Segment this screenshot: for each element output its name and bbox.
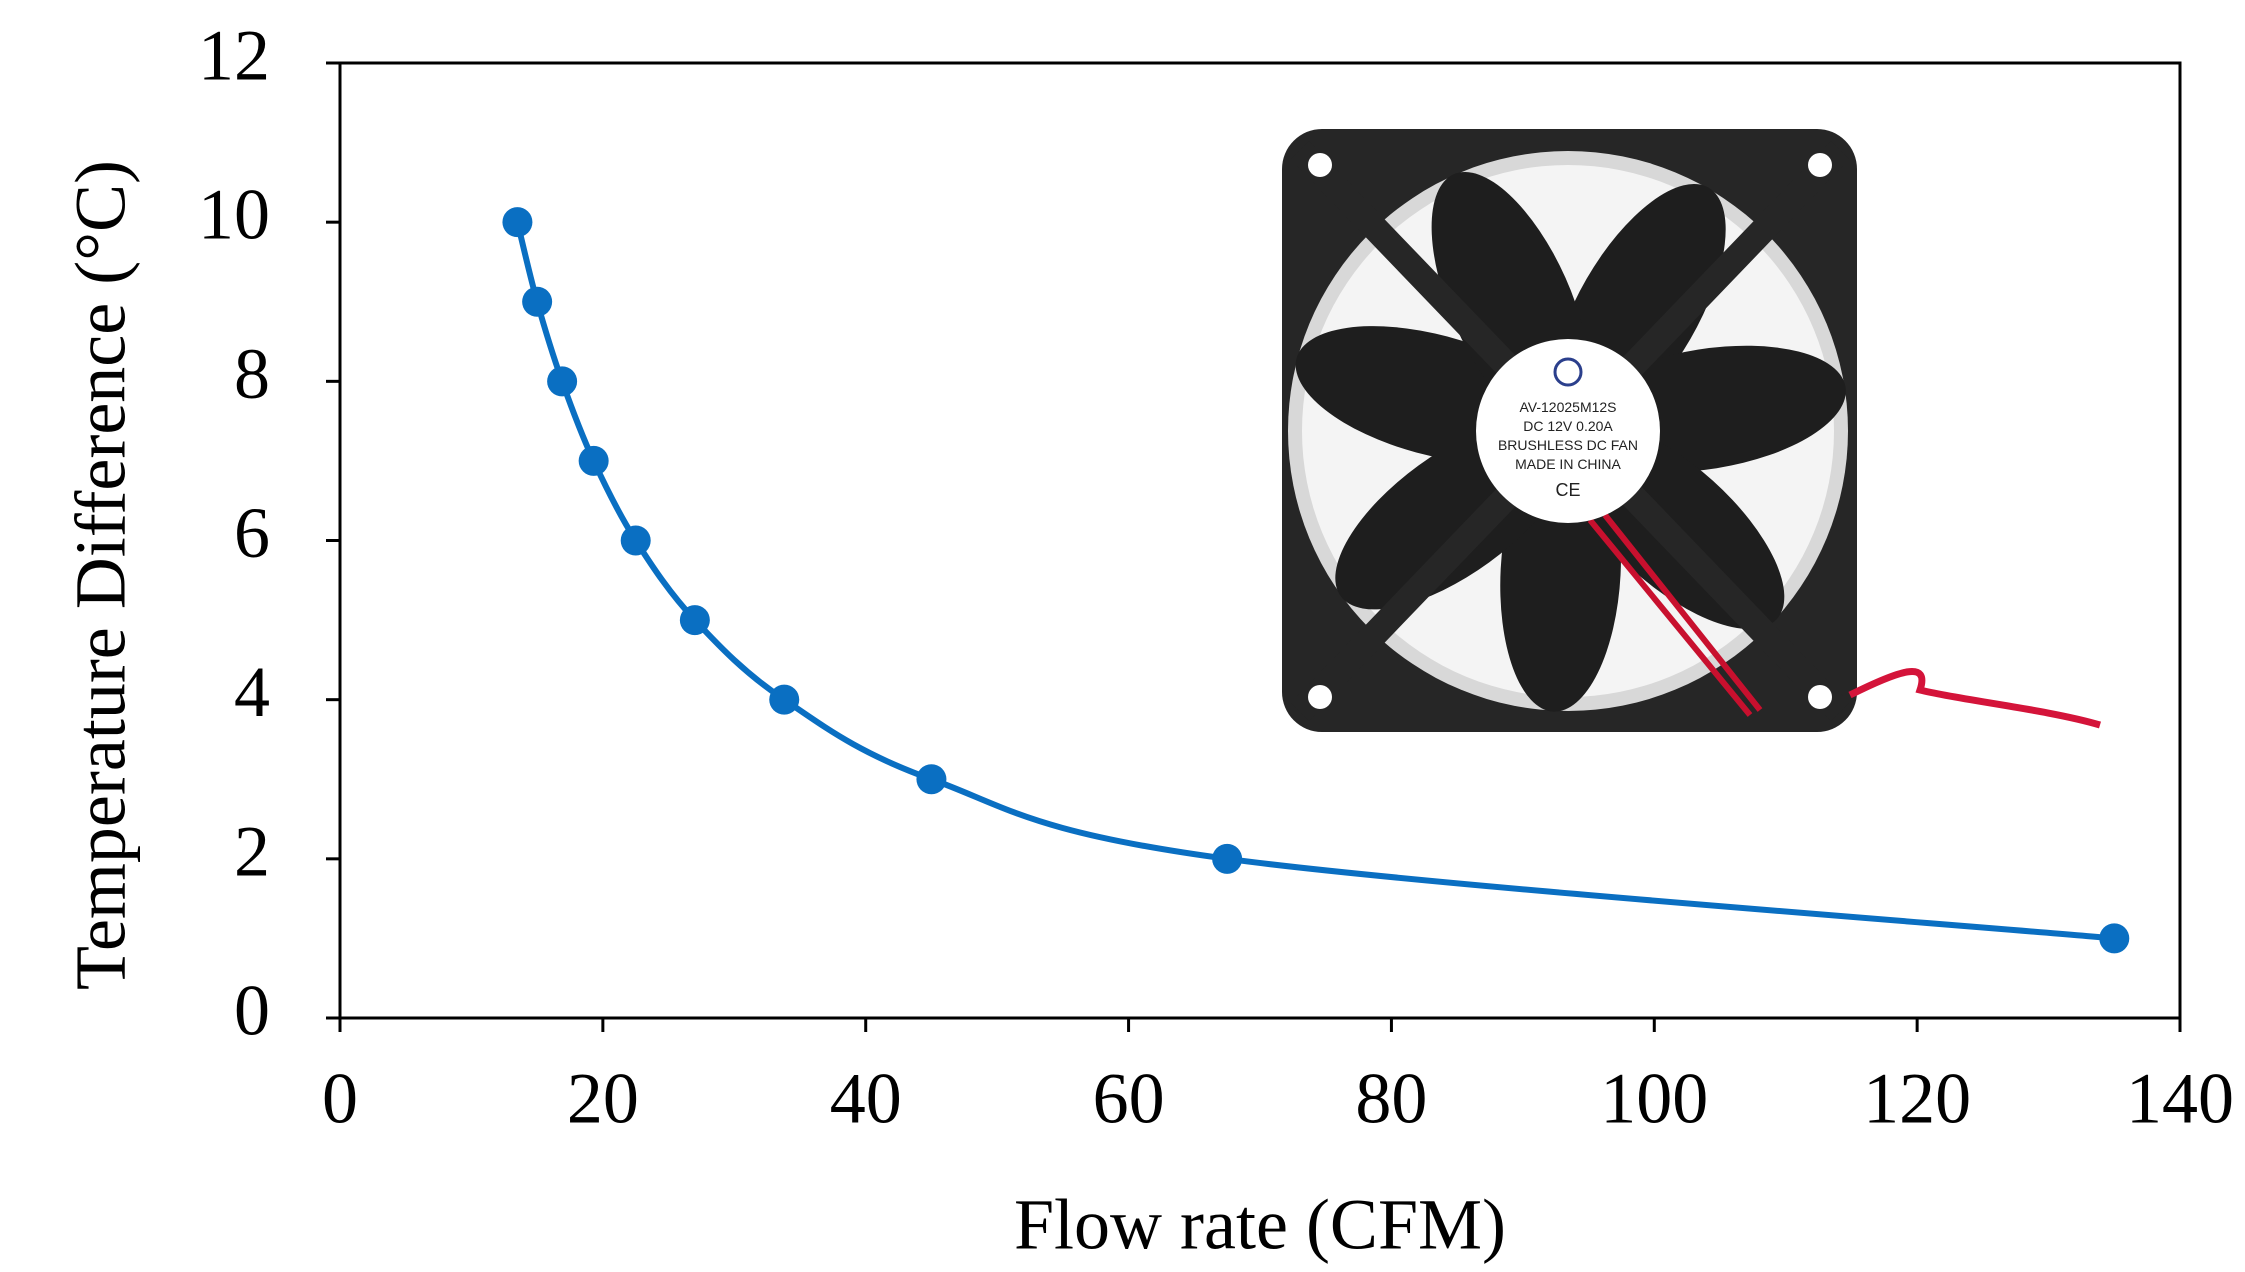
y-tick-label: 4 bbox=[234, 652, 270, 732]
fan-label: AV-12025M12S bbox=[1519, 399, 1616, 415]
data-point bbox=[578, 445, 609, 476]
x-tick-label: 40 bbox=[830, 1059, 902, 1139]
fan-hub bbox=[1476, 339, 1660, 523]
fan-label-group: AV-12025M12S DC 12V 0.20A BRUSHLESS DC FAN… bbox=[1498, 399, 1638, 500]
fan-label: CE bbox=[1555, 480, 1580, 500]
data-point bbox=[502, 207, 533, 238]
y-tick-label: 10 bbox=[198, 175, 270, 255]
data-point bbox=[547, 366, 578, 397]
data-point bbox=[916, 764, 947, 795]
y-tick-label: 12 bbox=[198, 16, 270, 96]
y-tick-label: 6 bbox=[234, 493, 270, 573]
fan-inset: AV-12025M12S DC 12V 0.20A BRUSHLESS DC FAN… bbox=[1282, 129, 2102, 732]
plot-frame bbox=[338, 61, 2182, 1020]
y-axis-label: Temperature Difference (°C) bbox=[61, 160, 141, 990]
fan-label: BRUSHLESS DC FAN bbox=[1498, 437, 1638, 453]
fan-wire bbox=[1848, 668, 2102, 729]
fan-label: MADE IN CHINA bbox=[1515, 456, 1621, 472]
x-tick-label: 0 bbox=[322, 1059, 358, 1139]
data-point bbox=[1212, 843, 1243, 874]
x-tick-label: 80 bbox=[1355, 1059, 1427, 1139]
x-tick-label: 100 bbox=[1600, 1059, 1708, 1139]
y-tick-label: 8 bbox=[234, 334, 270, 414]
fan-wire bbox=[1587, 513, 1763, 717]
x-tick-label: 20 bbox=[567, 1059, 639, 1139]
x-tick-label: 120 bbox=[1863, 1059, 1971, 1139]
x-tick-label: 60 bbox=[1093, 1059, 1165, 1139]
data-point bbox=[679, 605, 710, 636]
y-tick-label: 2 bbox=[234, 811, 270, 891]
fan-holes bbox=[1308, 153, 1832, 709]
fan-logo bbox=[1553, 357, 1583, 387]
data-point bbox=[769, 684, 800, 715]
fan-label: DC 12V 0.20A bbox=[1523, 418, 1613, 434]
y-tick-label: 0 bbox=[234, 971, 270, 1051]
data-point bbox=[620, 525, 651, 556]
data-point bbox=[522, 286, 553, 317]
x-tick-label: 140 bbox=[2126, 1059, 2234, 1139]
data-point bbox=[2099, 923, 2130, 954]
x-axis-label: Flow rate (CFM) bbox=[1014, 1185, 1506, 1265]
